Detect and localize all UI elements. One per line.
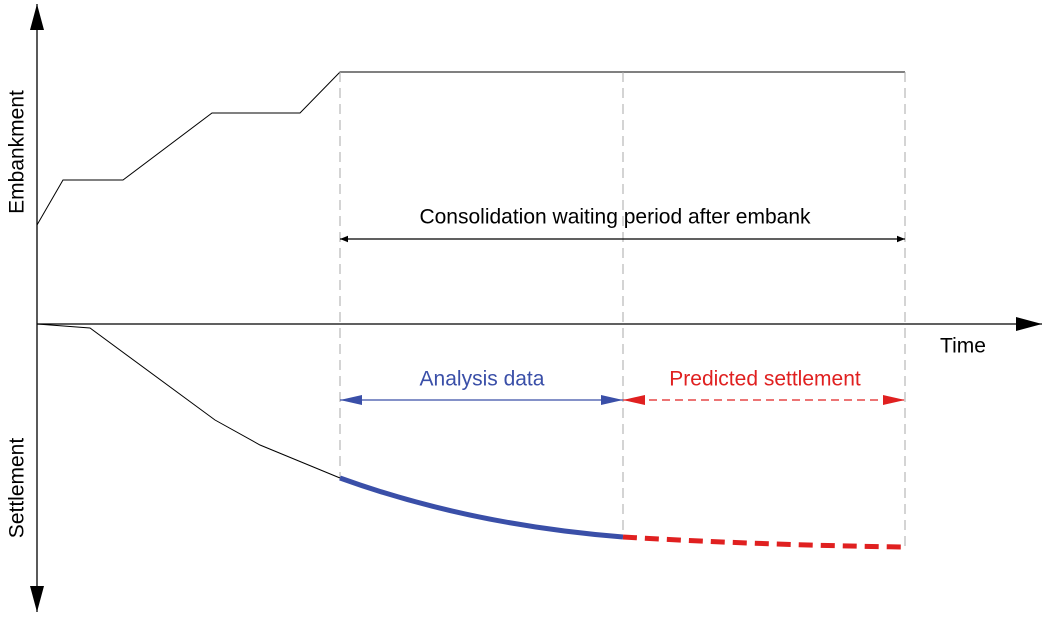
y-top-label: Embankment — [6, 90, 29, 214]
period-guides — [339, 72, 906, 547]
consolidation-label: Consolidation waiting period after emban… — [419, 206, 811, 229]
prediction-label: Predicted settlement — [669, 368, 861, 391]
predicted-curve — [622, 534, 906, 550]
analysis-label: Analysis data — [420, 368, 545, 391]
analysis-curve — [339, 475, 624, 540]
settlement-line — [36, 323, 341, 479]
embankment-line — [36, 71, 905, 226]
y-bottom-label: Settlement — [6, 438, 29, 539]
x-axis-label: Time — [940, 335, 986, 358]
